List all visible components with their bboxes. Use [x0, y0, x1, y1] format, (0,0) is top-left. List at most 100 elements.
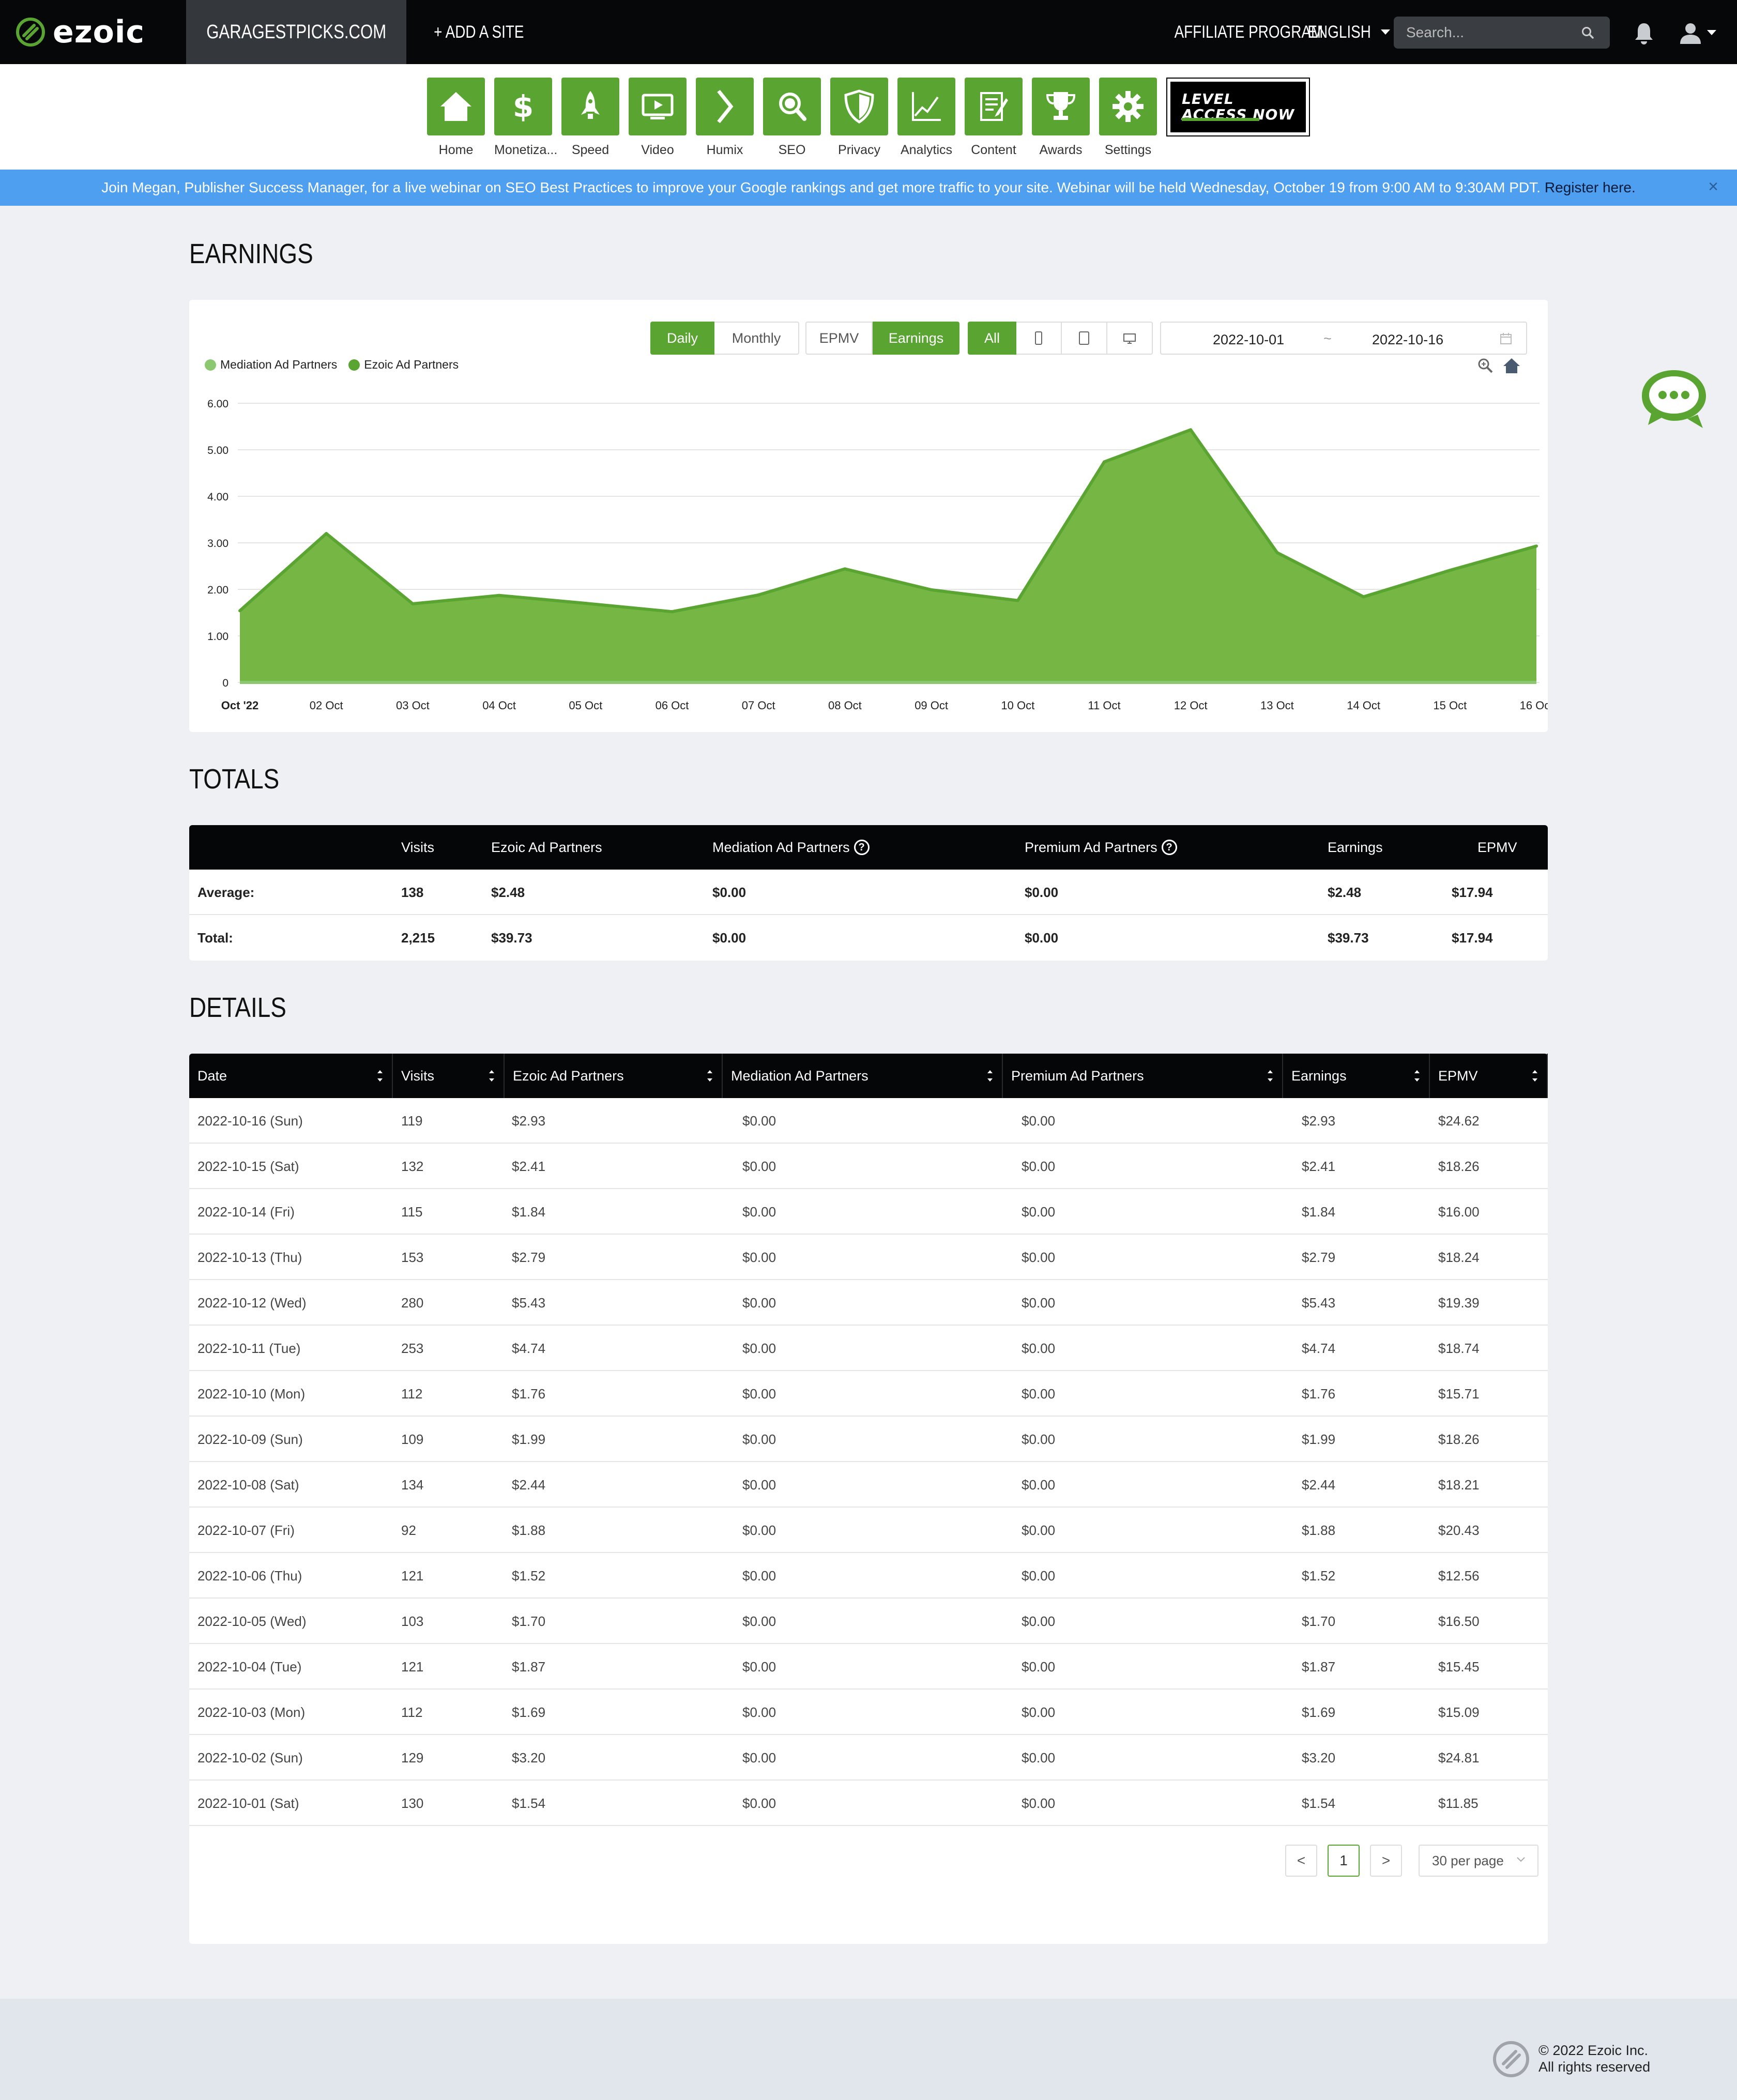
nav-item-speed[interactable]: Speed — [561, 78, 619, 158]
data-point[interactable] — [1362, 595, 1365, 599]
sort-icon[interactable] — [488, 1067, 495, 1085]
add-site-link[interactable]: + ADD A SITE — [424, 0, 534, 64]
data-point[interactable] — [584, 602, 587, 605]
data-point[interactable] — [1016, 599, 1019, 602]
legend-label: Ezoic Ad Partners — [364, 358, 459, 371]
table-cell: $0.00 — [1022, 1704, 1056, 1720]
epmv-button[interactable]: EPMV — [805, 322, 873, 355]
details-header-col-0[interactable]: Date — [189, 1054, 393, 1098]
table-cell: $16.50 — [1438, 1613, 1480, 1629]
nav-item-privacy[interactable]: Privacy — [830, 78, 888, 158]
data-point[interactable] — [1103, 460, 1106, 464]
prev-page-button[interactable]: < — [1285, 1845, 1317, 1877]
legend-item-ezoic[interactable]: Ezoic Ad Partners — [348, 358, 459, 372]
ezoic-logo[interactable]: ezoic — [16, 16, 145, 49]
site-tab[interactable]: GARAGESTPICKS.COM — [186, 0, 406, 64]
next-page-button[interactable]: > — [1370, 1845, 1402, 1877]
daily-button[interactable]: Daily — [650, 322, 714, 355]
ezoic-line — [239, 428, 1537, 614]
all-devices-button[interactable]: All — [968, 322, 1016, 355]
details-header-col-4[interactable]: Premium Ad Partners — [1003, 1054, 1283, 1098]
table-cell: $2.93 — [1302, 1113, 1336, 1129]
details-header-col-5[interactable]: Earnings — [1283, 1054, 1430, 1098]
table-cell: 2022-10-12 (Wed) — [197, 1295, 307, 1311]
nav-item-content[interactable]: Content — [965, 78, 1023, 158]
data-point[interactable] — [1535, 544, 1538, 548]
x-tick-label: 15 Oct — [1433, 699, 1467, 712]
details-header-col-1[interactable]: Visits — [393, 1054, 505, 1098]
table-cell: $1.54 — [1302, 1795, 1336, 1811]
data-point[interactable] — [238, 609, 241, 613]
earnings-button[interactable]: Earnings — [873, 322, 959, 355]
data-point[interactable] — [930, 588, 933, 591]
search-input[interactable] — [1394, 17, 1580, 49]
page-1-button[interactable]: 1 — [1328, 1845, 1360, 1877]
totals-row-average: Average: 138 $2.48 $0.00 $0.00 $2.48 $17… — [189, 870, 1548, 915]
details-header-col-2[interactable]: Ezoic Ad Partners — [505, 1054, 723, 1098]
nav-item-video[interactable]: Video — [629, 78, 687, 158]
register-link[interactable]: Register here. — [1544, 179, 1636, 195]
desktop-button[interactable] — [1107, 322, 1153, 355]
nav-item-humix[interactable]: Humix — [696, 78, 754, 158]
data-point[interactable] — [1448, 569, 1452, 572]
monthly-button[interactable]: Monthly — [714, 322, 799, 355]
y-tick-label: 3.00 — [207, 538, 228, 550]
table-cell: $4.74 — [512, 1340, 546, 1356]
data-point[interactable] — [411, 602, 415, 605]
sort-icon[interactable] — [1267, 1067, 1274, 1085]
tablet-button[interactable] — [1062, 322, 1107, 355]
nav-item-settings[interactable]: Settings — [1099, 78, 1157, 158]
table-cell: $0.00 — [742, 1522, 776, 1538]
help-icon[interactable]: ? — [1161, 840, 1177, 855]
table-cell: $1.87 — [1302, 1658, 1336, 1675]
x-tick-label: 04 Oct — [482, 699, 516, 712]
per-page-select[interactable]: 30 per page — [1419, 1845, 1538, 1877]
data-point[interactable] — [325, 532, 328, 535]
nav-item-monetization[interactable]: $ Monetiza... — [494, 78, 557, 158]
sort-icon[interactable] — [1531, 1067, 1538, 1085]
y-tick-label: 2.00 — [207, 584, 228, 596]
earnings-title: EARNINGS — [189, 238, 313, 269]
search-icon[interactable] — [1581, 26, 1594, 39]
table-cell: 121 — [401, 1568, 424, 1584]
language-dropdown[interactable]: ENGLISH — [1301, 0, 1391, 64]
data-point[interactable] — [757, 593, 760, 597]
notification-bell-icon[interactable] — [1634, 22, 1654, 45]
reset-zoom-home-icon[interactable] — [1502, 357, 1521, 374]
help-icon[interactable]: ? — [854, 840, 870, 855]
data-point[interactable] — [1275, 551, 1279, 554]
mobile-button[interactable] — [1016, 322, 1062, 355]
close-icon[interactable]: × — [1708, 177, 1718, 196]
table-cell: $15.45 — [1438, 1658, 1480, 1675]
table-cell: 2022-10-13 (Thu) — [197, 1249, 302, 1265]
data-point[interactable] — [671, 610, 674, 614]
chat-bubble-icon[interactable] — [1638, 367, 1710, 430]
y-tick-label: 5.00 — [207, 445, 228, 456]
data-point[interactable] — [497, 594, 501, 597]
details-header-col-6[interactable]: EPMV — [1430, 1054, 1548, 1098]
sort-icon[interactable] — [1413, 1067, 1421, 1085]
data-point[interactable] — [1189, 428, 1193, 432]
nav-item-home[interactable]: Home — [427, 78, 485, 158]
nav-item-analytics[interactable]: Analytics — [897, 78, 955, 158]
y-tick-label: 1.00 — [207, 631, 228, 643]
legend-item-mediation[interactable]: Mediation Ad Partners — [205, 358, 337, 372]
table-cell: $11.85 — [1438, 1795, 1479, 1811]
affiliate-program-link[interactable]: AFFILIATE PROGRAM — [1158, 0, 1339, 64]
level-access-now-button[interactable]: LEVEL ACCESS NOW — [1166, 78, 1310, 136]
sort-icon[interactable] — [706, 1067, 713, 1085]
table-row: 2022-10-15 (Sat) 132 $2.41 $0.00 $0.00 $2.41 $… — [189, 1144, 1548, 1189]
data-point[interactable] — [843, 567, 847, 571]
user-menu[interactable] — [1679, 21, 1720, 44]
nav-item-seo[interactable]: SEO — [763, 78, 821, 158]
nav-item-awards[interactable]: Awards — [1032, 78, 1090, 158]
nav-label: Awards — [1039, 143, 1083, 157]
sort-icon[interactable] — [986, 1067, 994, 1085]
table-cell: $0.00 — [742, 1249, 776, 1265]
table-cell: $1.88 — [1302, 1522, 1336, 1538]
details-header-col-3[interactable]: Mediation Ad Partners — [723, 1054, 1003, 1098]
date-range-picker[interactable]: 2022-10-01 ~ 2022-10-16 — [1160, 322, 1527, 355]
table-cell: 132 — [401, 1158, 424, 1174]
zoom-icon[interactable] — [1476, 357, 1494, 374]
sort-icon[interactable] — [376, 1067, 384, 1085]
